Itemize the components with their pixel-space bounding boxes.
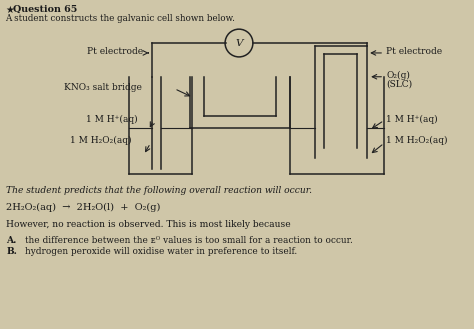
Text: A.: A. (6, 237, 17, 245)
Text: ★: ★ (5, 5, 14, 15)
Text: B.: B. (6, 247, 17, 256)
Text: Pt electrode: Pt electrode (87, 47, 143, 56)
Text: 1 M H⁺(aq): 1 M H⁺(aq) (86, 114, 137, 124)
Text: hydrogen peroxide will oxidise water in preference to itself.: hydrogen peroxide will oxidise water in … (25, 247, 298, 256)
Text: The student predicts that the following overall reaction will occur.: The student predicts that the following … (6, 186, 312, 195)
Text: O₂(g): O₂(g) (386, 71, 410, 80)
Text: Question 65: Question 65 (13, 4, 78, 13)
Text: Pt electrode: Pt electrode (386, 47, 442, 56)
Text: However, no reaction is observed. This is most likely because: However, no reaction is observed. This i… (6, 219, 291, 229)
Text: 1 M H⁺(aq): 1 M H⁺(aq) (386, 114, 438, 124)
Text: KNO₃ salt bridge: KNO₃ salt bridge (64, 83, 142, 92)
Text: 1 M H₂O₂(aq): 1 M H₂O₂(aq) (386, 136, 447, 145)
Text: 1 M H₂O₂(aq): 1 M H₂O₂(aq) (70, 136, 131, 145)
Text: 2H₂O₂(aq)  →  2H₂O(l)  +  O₂(g): 2H₂O₂(aq) → 2H₂O(l) + O₂(g) (6, 203, 161, 212)
Text: the difference between the ᴇᴼ values is too small for a reaction to occur.: the difference between the ᴇᴼ values is … (25, 237, 353, 245)
Text: V: V (235, 38, 243, 47)
Text: A student constructs the galvanic cell shown below.: A student constructs the galvanic cell s… (5, 14, 235, 23)
Text: (SLC): (SLC) (386, 80, 412, 89)
